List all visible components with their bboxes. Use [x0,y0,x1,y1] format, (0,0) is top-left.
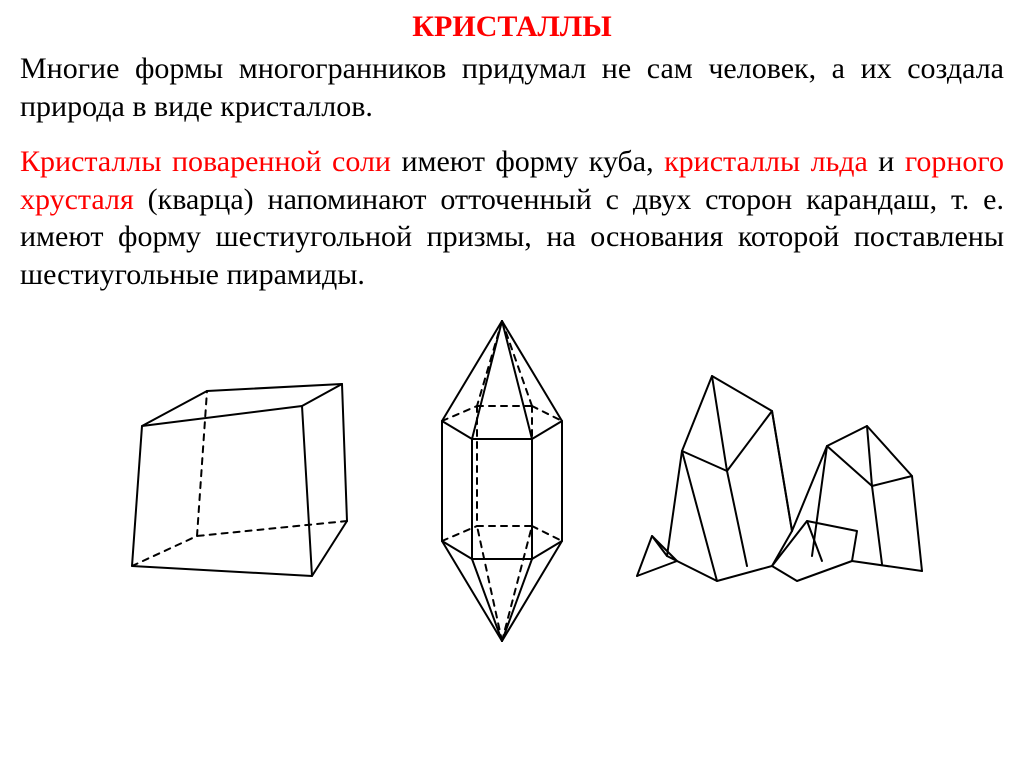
term-salt-crystals: Кристаллы поваренной соли [20,145,391,178]
crystal-cluster-figure [622,356,932,606]
text-fragment: имеют форму куба, [391,145,664,178]
figures-row [20,311,1004,651]
cube-figure [92,336,382,626]
intro-paragraph: Многие формы многогранников придумал не … [20,50,1004,125]
term-ice-crystals: кристаллы льда [664,145,868,178]
bipyramid-figure [392,311,612,651]
page-title: КРИСТАЛЛЫ [20,10,1004,44]
text-fragment: и [868,145,905,178]
text-fragment: (кварца) напоминают отточенный с двух ст… [20,183,1004,291]
body-paragraph: Кристаллы поваренной соли имеют форму ку… [20,143,1004,293]
page: КРИСТАЛЛЫ Многие формы многогранников пр… [0,0,1024,768]
